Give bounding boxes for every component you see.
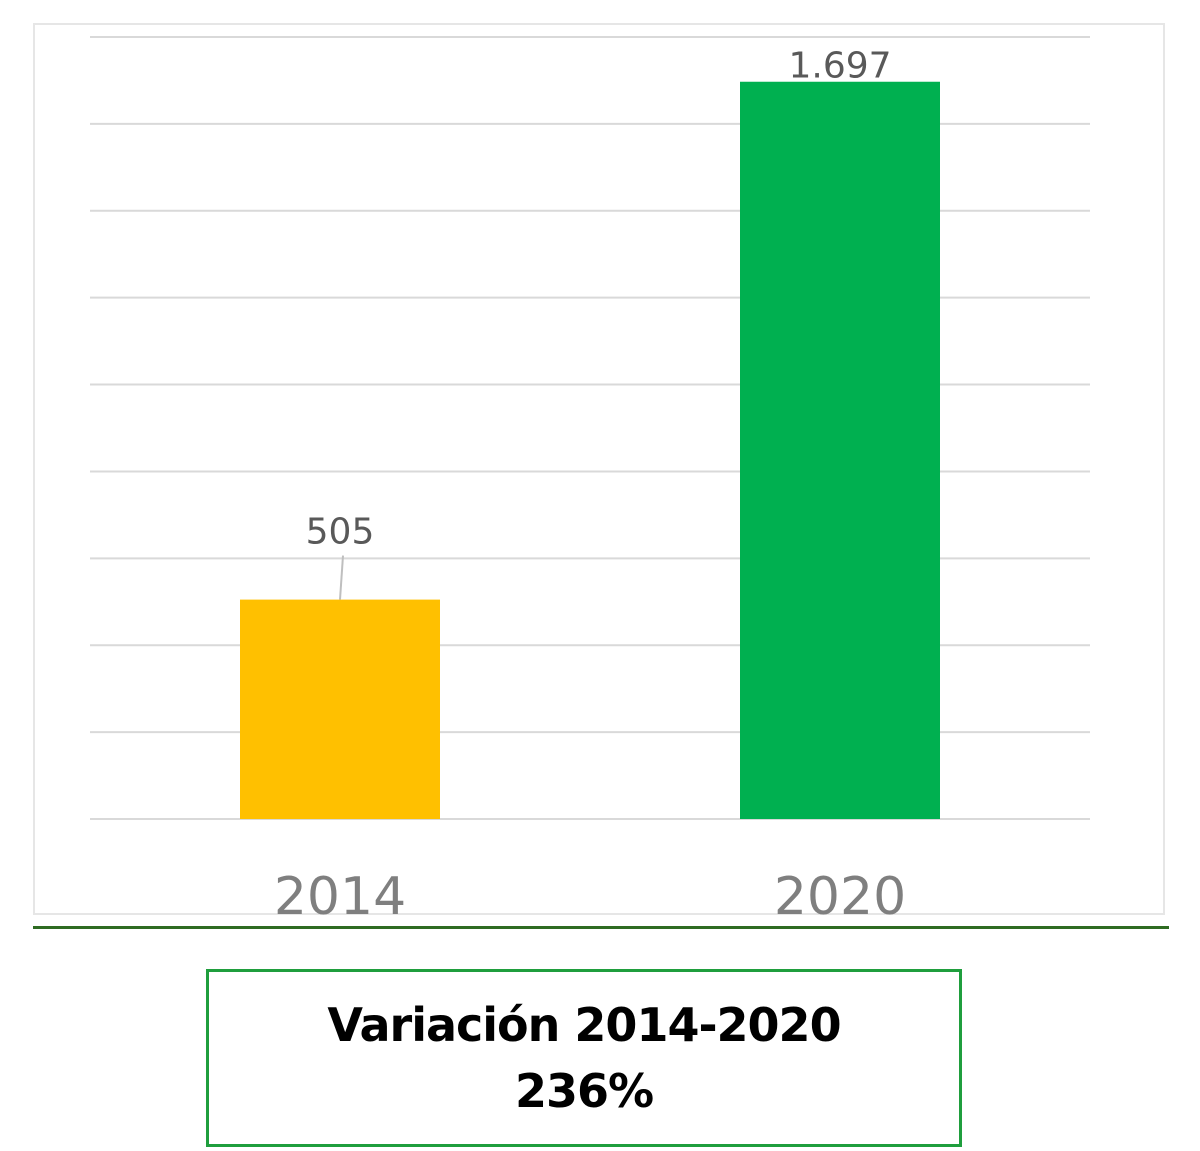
variation-box: Variación 2014-2020 236% — [206, 969, 962, 1147]
category-label: 2020 — [774, 867, 906, 925]
bar-chart: 505 2014 1.697 2020 — [90, 36, 1090, 925]
category-label: 2014 — [274, 867, 406, 925]
data-label: 505 — [306, 512, 375, 553]
bar-2014 — [240, 599, 440, 819]
data-label: 1.697 — [788, 46, 891, 87]
divider-line — [33, 926, 1169, 929]
chart-frame — [33, 23, 1165, 915]
leader-line — [339, 555, 344, 600]
variation-title: Variación 2014-2020 — [327, 998, 841, 1052]
bar-2020 — [740, 81, 940, 819]
variation-value: 236% — [514, 1064, 654, 1118]
